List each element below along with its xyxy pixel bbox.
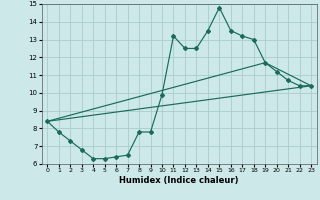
X-axis label: Humidex (Indice chaleur): Humidex (Indice chaleur) — [119, 176, 239, 185]
